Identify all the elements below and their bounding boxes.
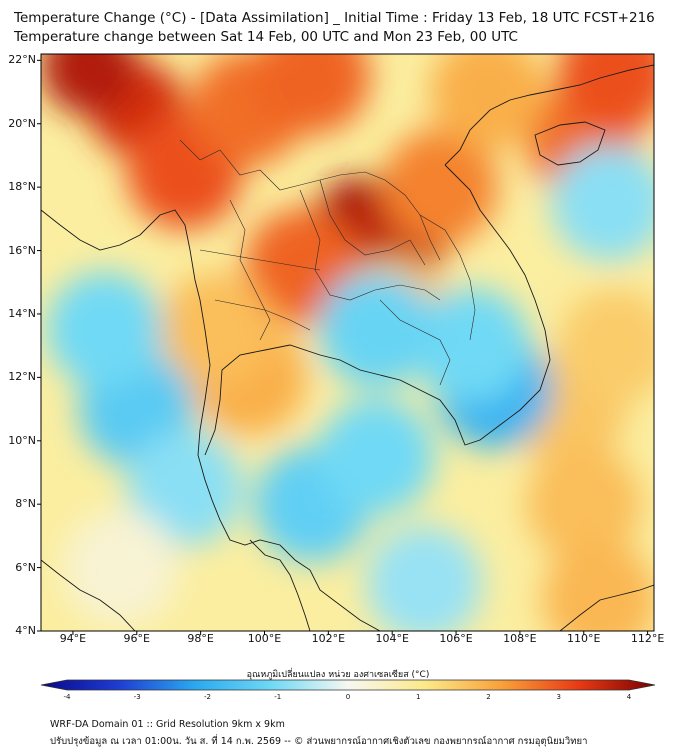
model-info: WRF-DA Domain 01 :: Grid Resolution 9km … — [50, 719, 285, 730]
province-borders — [179, 139, 476, 386]
temperature-cell — [318, 398, 435, 515]
colorbar-tick: 3 — [556, 693, 561, 701]
latitude-label: 18°N — [8, 180, 36, 194]
latitude-label: 22°N — [8, 53, 36, 67]
longitude-label: 106°E — [439, 632, 473, 645]
longitude-label: 112°E — [630, 632, 665, 645]
map-subtitle: Temperature change between Sat 14 Feb, 0… — [14, 29, 518, 45]
longitude-label: 110°E — [567, 632, 601, 645]
latitude-label: 12°N — [8, 370, 36, 384]
temperature-cell — [525, 446, 642, 563]
latitude-label: 16°N — [8, 243, 36, 257]
temperature-cell — [366, 525, 483, 631]
latitude-label: 6°N — [15, 560, 36, 574]
temperature-cell — [46, 271, 163, 388]
latitude-label: 8°N — [15, 497, 36, 511]
colorbar-tick: -1 — [274, 693, 282, 701]
latitude-label: 10°N — [8, 433, 36, 447]
map-title: Temperature Change (°C) - [Data Assimila… — [14, 10, 655, 26]
temperature-cell — [429, 54, 546, 151]
temperature-cell — [382, 129, 499, 246]
temperature-field — [41, 54, 654, 631]
latitude-label: 4°N — [15, 624, 36, 637]
colorbar-tick: 4 — [626, 693, 632, 701]
latitude-label: 20°N — [8, 116, 36, 130]
longitude-label: 104°E — [375, 632, 409, 645]
latitude-label: 14°N — [8, 306, 36, 320]
temperature-cell — [126, 430, 243, 547]
longitude-label: 94°E — [59, 632, 87, 645]
temperature-cell — [414, 287, 531, 404]
temperature-cell — [551, 145, 654, 261]
temperature-cell — [62, 509, 179, 626]
update-credit: ปรับปรุงข้อมูล ณ เวลา 01:00น. วัน ส. ที่… — [50, 736, 588, 747]
colorbar-tick: 1 — [416, 693, 421, 701]
temperature-cell — [557, 287, 654, 404]
temperature-cell — [318, 271, 435, 388]
longitude-label: 96°E — [123, 632, 150, 645]
colorbar-tick: -3 — [133, 693, 141, 701]
colorbar-tick: -2 — [204, 693, 211, 701]
longitude-label: 100°E — [247, 632, 282, 645]
temperature-cell — [541, 541, 654, 631]
temperature-cell — [41, 54, 137, 115]
temperature-cell — [557, 54, 654, 132]
colorbar-tick: -4 — [63, 693, 71, 701]
colorbar — [40, 679, 656, 691]
longitude-label: 108°E — [503, 632, 537, 645]
coastlines — [41, 64, 654, 631]
colorbar-tick: 2 — [486, 693, 491, 701]
axis-ticks — [37, 59, 649, 635]
temperature-cell — [158, 271, 275, 388]
longitude-label: 102°E — [311, 632, 346, 645]
map-border — [40, 53, 655, 632]
colorbar-label: อุณหภูมิเปลี่ยนแปลง หน่วย องศาเซลเซียส (… — [246, 670, 430, 680]
colorbar-tick: 0 — [345, 693, 351, 701]
longitude-label: 98°E — [187, 632, 214, 645]
temperature-cell — [254, 54, 371, 135]
